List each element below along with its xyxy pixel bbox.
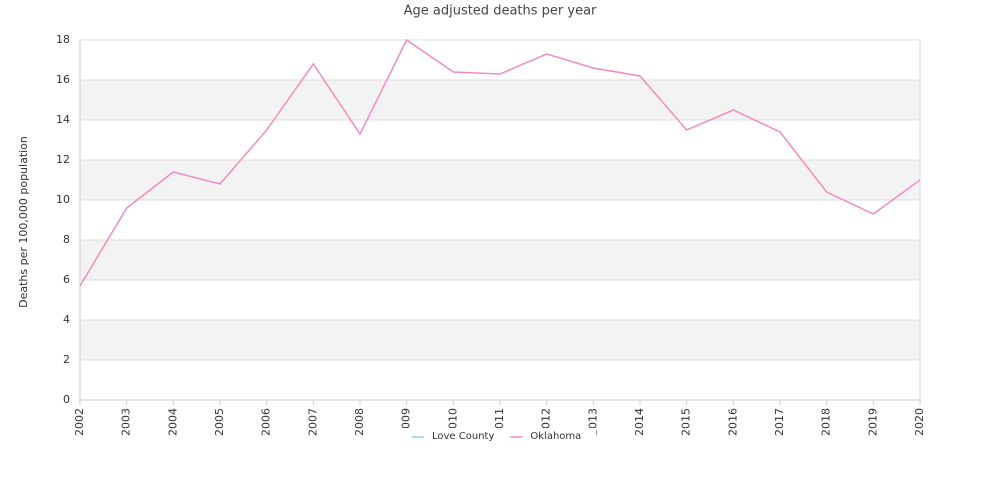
grid-band (80, 160, 920, 200)
x-tick-label: 2014 (633, 408, 646, 436)
x-tick-label: 2002 (73, 408, 86, 436)
x-tick-label: 2015 (680, 408, 693, 436)
y-tick-label: 12 (56, 153, 70, 166)
y-tick-label: 4 (63, 313, 70, 326)
series-line (79, 38, 921, 287)
legend-label: Oklahoma (530, 431, 581, 442)
y-tick-label: 18 (56, 33, 70, 46)
y-tick-label: 16 (56, 73, 70, 86)
x-tick-label: 2005 (213, 408, 226, 436)
y-tick-label: 6 (63, 273, 70, 286)
x-tick-label: 2006 (260, 408, 273, 436)
x-tick-label: 2008 (353, 408, 366, 436)
chart-title: Age adjusted deaths per year (404, 4, 597, 19)
legend-label: Love County (432, 431, 494, 442)
legend-background (400, 428, 596, 444)
x-tick-label: 2019 (866, 408, 879, 436)
legend: Love County Oklahoma (400, 428, 596, 444)
y-axis-label: Deaths per 100,000 population (17, 136, 30, 308)
y-tick-label: 2 (63, 353, 70, 366)
grid-band (80, 80, 920, 120)
x-tick-label: 2007 (306, 408, 319, 436)
x-tick-label: 2004 (166, 408, 179, 436)
x-tick-label: 2018 (820, 408, 833, 436)
y-tick-label: 14 (56, 113, 70, 126)
x-tick-label: 2020 (913, 408, 926, 436)
x-tick-label: 2017 (773, 408, 786, 436)
y-tick-label: 0 (63, 393, 70, 406)
x-tick-label: 2003 (120, 408, 133, 436)
grid-band (80, 240, 920, 280)
y-tick-label: 10 (56, 193, 70, 206)
grid-band (80, 320, 920, 360)
y-tick-label: 8 (63, 233, 70, 246)
x-tick-label: 2016 (726, 408, 739, 436)
